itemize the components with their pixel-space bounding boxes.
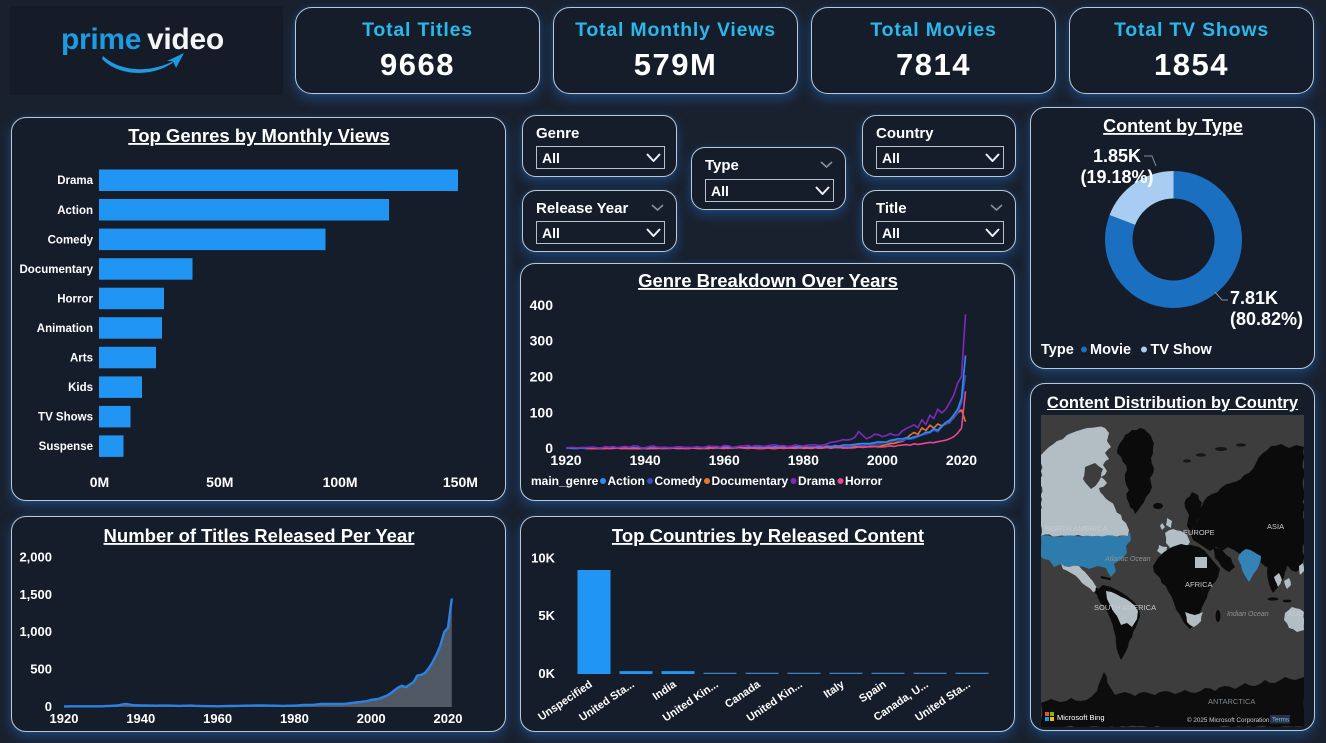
svg-text:Content by Type: Content by Type — [1103, 116, 1243, 136]
svg-text:1920: 1920 — [50, 711, 79, 726]
svg-text:Italy: Italy — [822, 678, 848, 701]
svg-text:Animation: Animation — [37, 323, 93, 335]
svg-text:100M: 100M — [323, 474, 358, 490]
svg-text:prime: prime — [61, 23, 141, 56]
svg-text:50M: 50M — [206, 474, 233, 490]
svg-text:1,000: 1,000 — [19, 624, 52, 639]
svg-text:ANTARCTICA: ANTARCTICA — [1208, 697, 1255, 706]
svg-text:Documentary: Documentary — [712, 474, 789, 488]
svg-text:0K: 0K — [538, 666, 555, 681]
svg-text:TV Shows: TV Shows — [38, 412, 93, 424]
svg-text:Terms: Terms — [1272, 717, 1289, 724]
svg-text:Arts: Arts — [70, 353, 93, 365]
svg-text:Horror: Horror — [57, 293, 93, 305]
svg-text:AFRICA: AFRICA — [1185, 580, 1213, 589]
svg-text:Spain: Spain — [857, 678, 889, 705]
svg-text:TV Show: TV Show — [1151, 342, 1213, 358]
svg-text:0M: 0M — [90, 474, 109, 490]
svg-text:1980: 1980 — [788, 452, 819, 468]
svg-text:Number of Titles Released Per: Number of Titles Released Per Year — [104, 525, 415, 546]
svg-text:1,500: 1,500 — [19, 587, 52, 602]
svg-text:10K: 10K — [531, 550, 555, 565]
svg-text:Indian Ocean: Indian Ocean — [1227, 611, 1269, 618]
svg-text:200: 200 — [530, 369, 554, 385]
svg-text:2020: 2020 — [946, 452, 977, 468]
svg-text:Action: Action — [57, 205, 93, 217]
svg-text:7.81K: 7.81K — [1230, 288, 1278, 308]
svg-text:0: 0 — [45, 699, 52, 714]
svg-text:EUROPE: EUROPE — [1183, 528, 1215, 537]
svg-text:video: video — [147, 23, 224, 56]
svg-text:ASIA: ASIA — [1267, 522, 1284, 531]
svg-text:AUS: AUS — [1288, 609, 1303, 618]
svg-text:Documentary: Documentary — [20, 264, 94, 276]
svg-text:1940: 1940 — [630, 452, 661, 468]
svg-text:Movie: Movie — [1090, 342, 1131, 358]
svg-text:Atlantic Ocean: Atlantic Ocean — [1104, 556, 1151, 563]
svg-text:Genre Breakdown Over Years: Genre Breakdown Over Years — [638, 270, 898, 291]
svg-text:Microsoft Bing: Microsoft Bing — [1057, 713, 1105, 722]
svg-text:150M: 150M — [443, 474, 478, 490]
svg-text:500: 500 — [30, 662, 52, 677]
svg-text:Top Genres by Monthly Views: Top Genres by Monthly Views — [128, 125, 389, 146]
svg-text:1920: 1920 — [550, 452, 581, 468]
svg-text:100: 100 — [530, 404, 554, 420]
svg-text:1.85K: 1.85K — [1093, 146, 1141, 166]
svg-text:NORTH AMERICA: NORTH AMERICA — [1045, 524, 1107, 533]
svg-text:Suspense: Suspense — [39, 441, 93, 453]
svg-text:1960: 1960 — [203, 711, 232, 726]
svg-text:© 2025 Microsoft Corporation: © 2025 Microsoft Corporation — [1187, 716, 1270, 724]
svg-text:2,000: 2,000 — [19, 549, 52, 564]
svg-text:300: 300 — [530, 333, 554, 349]
svg-text:5K: 5K — [538, 608, 555, 623]
svg-text:0: 0 — [545, 440, 553, 456]
svg-text:(19.18%): (19.18%) — [1080, 167, 1153, 187]
svg-text:(80.82%): (80.82%) — [1230, 309, 1303, 329]
svg-text:1980: 1980 — [280, 711, 309, 726]
svg-text:1960: 1960 — [709, 452, 740, 468]
svg-text:India: India — [651, 678, 680, 703]
svg-text:1940: 1940 — [126, 711, 155, 726]
svg-text:Top Countries by Released Cont: Top Countries by Released Content — [612, 525, 924, 546]
svg-text:Drama: Drama — [57, 175, 93, 187]
svg-text:2000: 2000 — [867, 452, 898, 468]
svg-text:2020: 2020 — [434, 711, 463, 726]
svg-text:Comedy: Comedy — [48, 234, 94, 246]
svg-text:400: 400 — [530, 297, 554, 313]
svg-text:2000: 2000 — [357, 711, 386, 726]
svg-text:main_genre: main_genre — [531, 474, 599, 488]
svg-text:Drama: Drama — [798, 474, 836, 488]
svg-text:Type: Type — [1041, 342, 1074, 358]
svg-text:SOUTH AMERICA: SOUTH AMERICA — [1094, 603, 1156, 612]
svg-text:Horror: Horror — [845, 474, 883, 488]
svg-text:Kids: Kids — [68, 382, 93, 394]
svg-text:Comedy: Comedy — [655, 474, 703, 488]
svg-text:Action: Action — [608, 474, 645, 488]
